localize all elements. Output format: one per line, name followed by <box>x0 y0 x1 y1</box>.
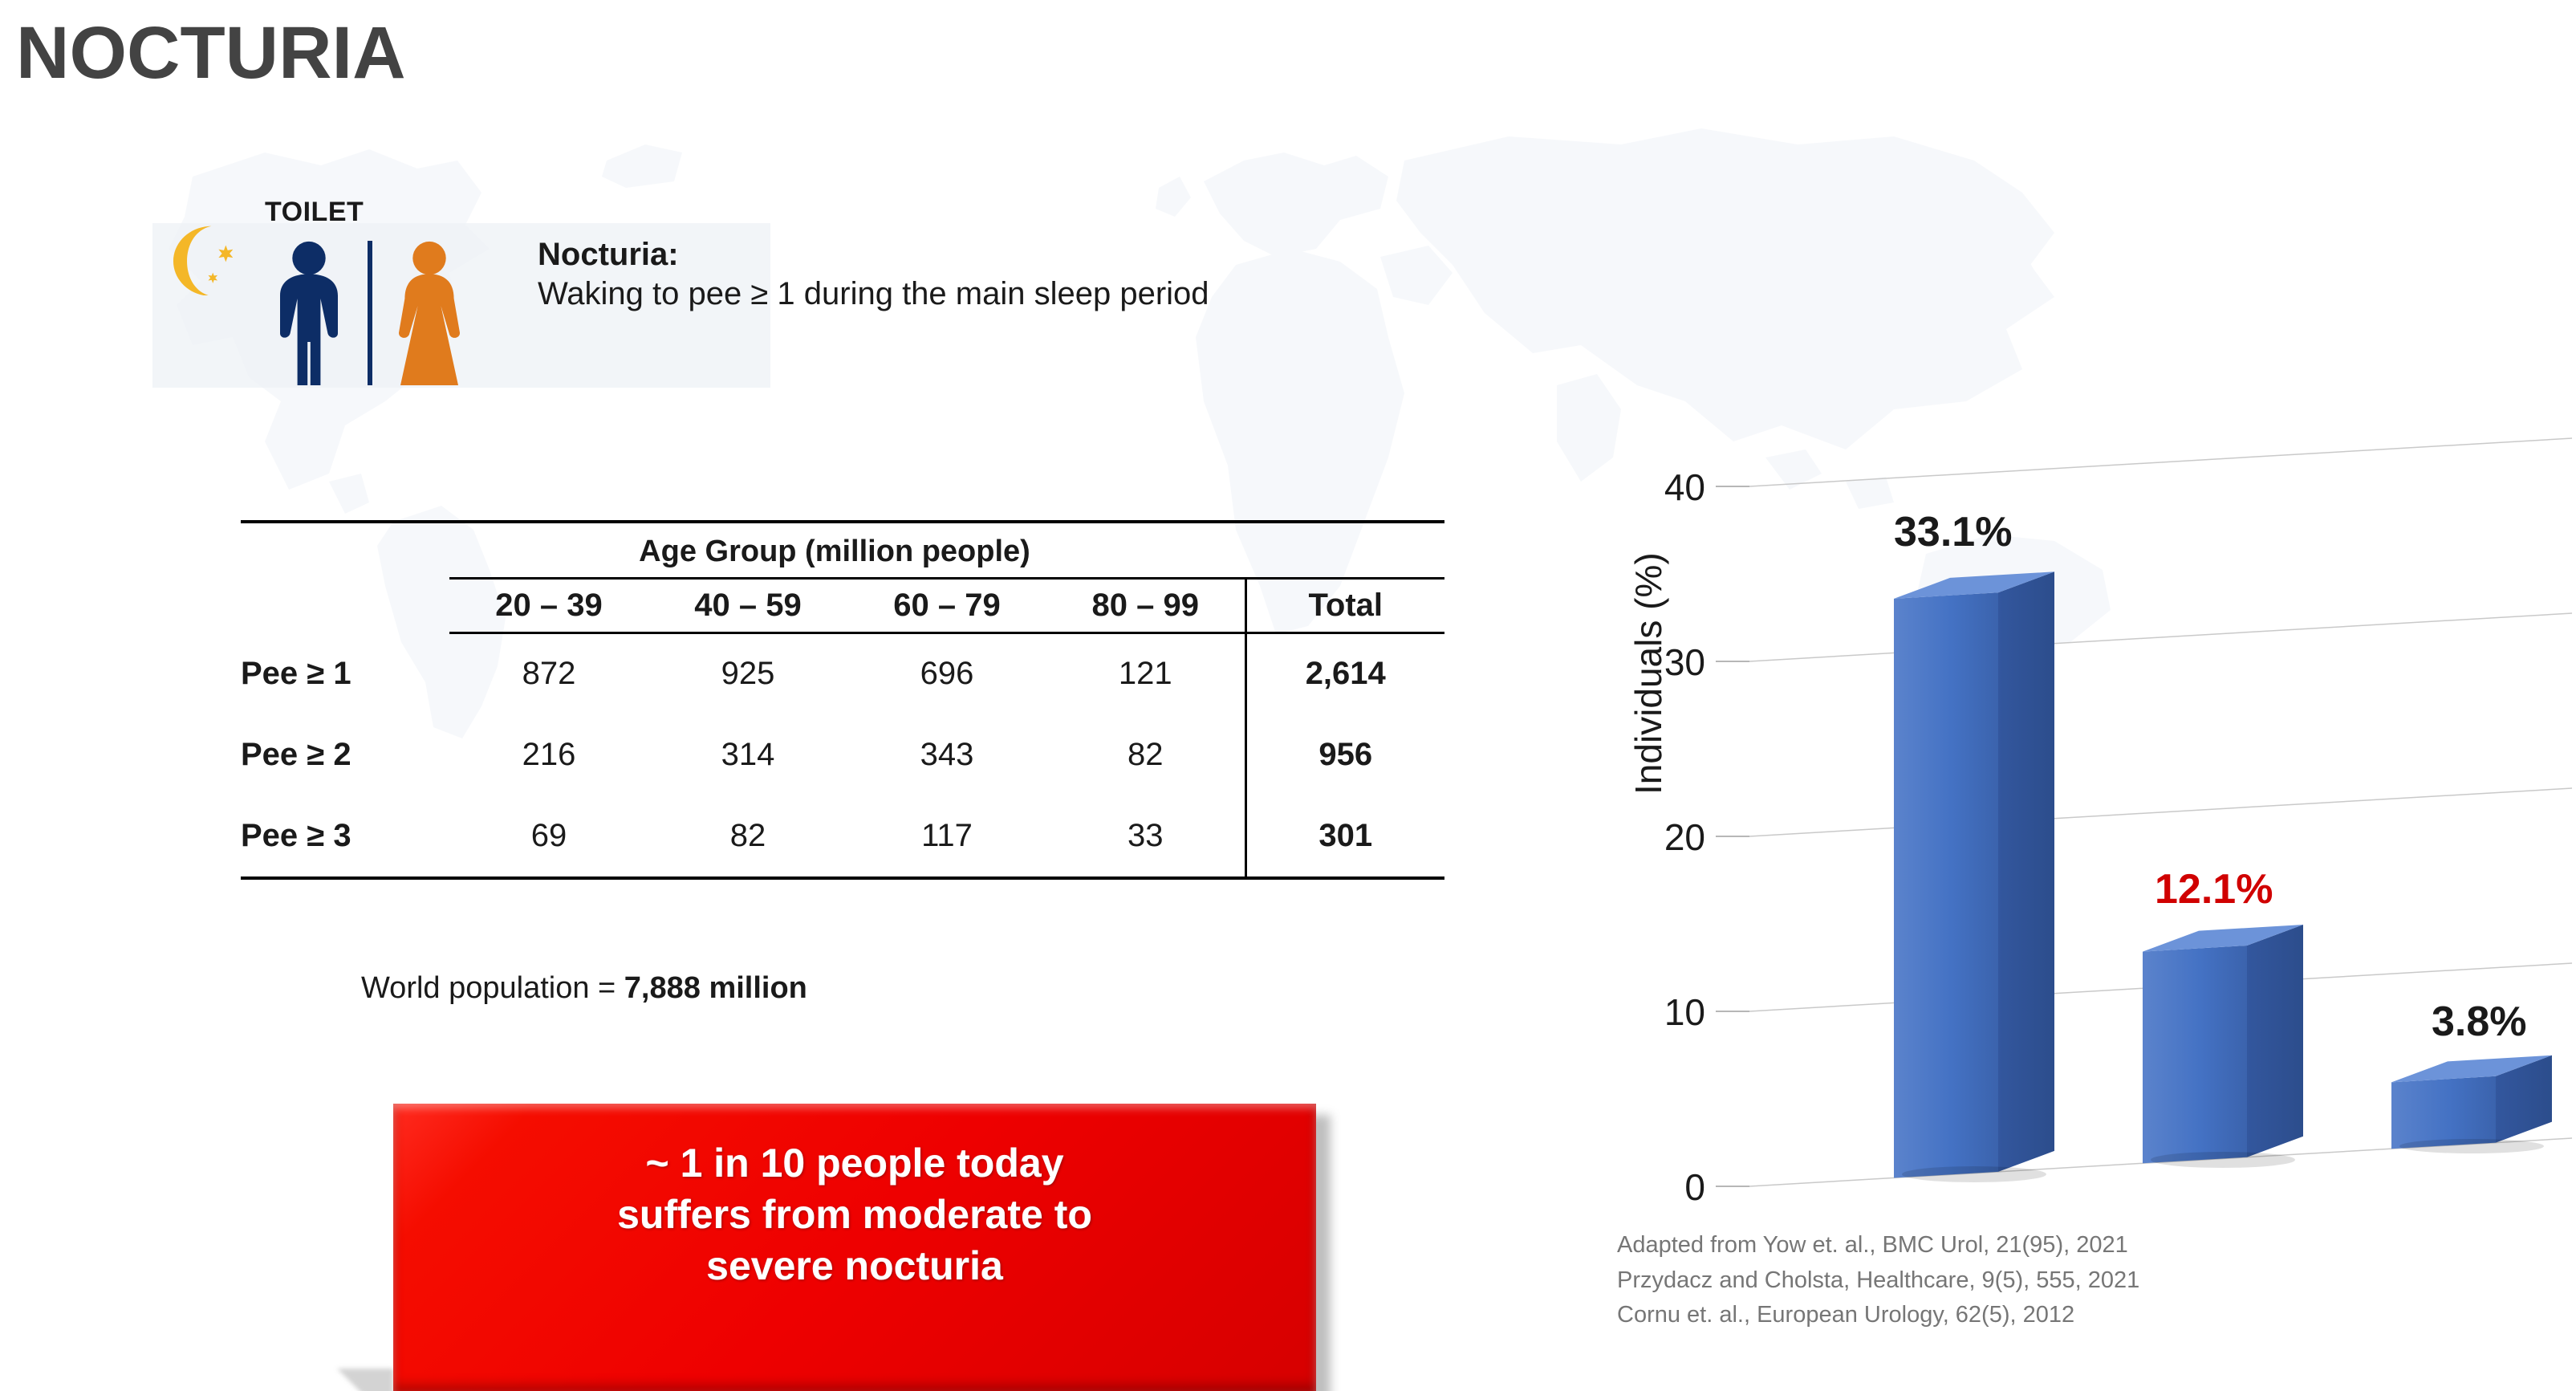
svg-text:40: 40 <box>1664 466 1705 508</box>
svg-text:0: 0 <box>1684 1166 1705 1204</box>
svg-text:3.8%: 3.8% <box>2432 999 2527 1045</box>
svg-text:Individuals (%): Individuals (%) <box>1629 552 1669 795</box>
svg-text:20: 20 <box>1664 816 1705 858</box>
svg-text:10: 10 <box>1664 991 1705 1033</box>
svg-text:30: 30 <box>1664 641 1705 683</box>
svg-text:12.1%: 12.1% <box>2155 866 2273 913</box>
svg-text:33.1%: 33.1% <box>1894 509 2012 555</box>
